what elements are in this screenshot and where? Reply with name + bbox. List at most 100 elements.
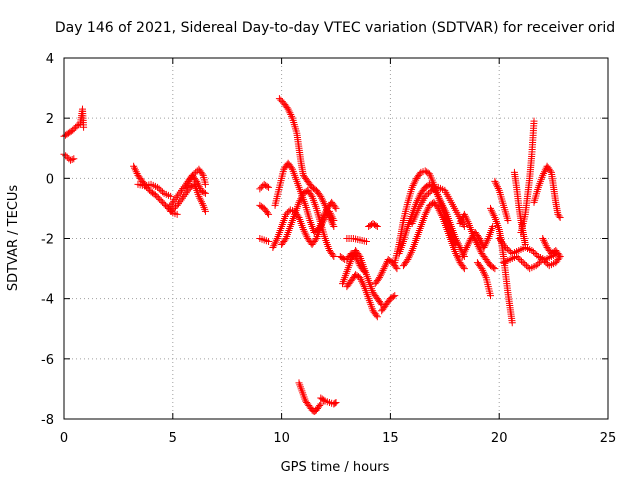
data-point <box>482 240 490 248</box>
data-point <box>489 264 497 272</box>
data-point <box>489 222 497 230</box>
data-point <box>380 265 388 273</box>
data-point <box>508 319 516 327</box>
data-point <box>524 263 532 271</box>
data-point <box>80 123 88 131</box>
data-point <box>378 268 386 276</box>
data-point <box>500 242 508 250</box>
y-tick-label: 2 <box>46 112 54 127</box>
data-point <box>341 256 349 264</box>
data-point <box>188 171 196 179</box>
data-point <box>533 251 541 259</box>
data-point <box>317 400 325 408</box>
data-point <box>319 198 327 206</box>
data-point <box>411 178 419 186</box>
data-point <box>160 200 168 208</box>
data-point <box>436 196 444 204</box>
data-point <box>422 209 430 217</box>
data-point <box>154 183 162 191</box>
data-point <box>200 188 208 196</box>
x-tick-label: 15 <box>382 431 399 446</box>
data-point <box>287 164 295 172</box>
data-point <box>157 186 165 194</box>
y-tick-label: 4 <box>46 52 54 67</box>
data-point <box>73 122 81 130</box>
data-point <box>174 192 182 200</box>
data-point <box>407 248 415 256</box>
data-point <box>354 258 362 266</box>
data-point <box>294 212 302 220</box>
data-point <box>534 260 542 268</box>
data-point <box>505 247 513 255</box>
chart-title: Day 146 of 2021, Sidereal Day-to-day VTE… <box>55 20 615 36</box>
data-point <box>172 203 180 211</box>
data-point <box>196 194 204 202</box>
data-point <box>168 199 176 207</box>
data-point <box>259 182 267 190</box>
data-point <box>130 162 138 170</box>
data-point <box>516 256 524 264</box>
y-tick-label: -4 <box>41 293 54 308</box>
data-points <box>60 95 564 415</box>
data-point <box>481 272 489 280</box>
data-point <box>463 244 471 252</box>
data-point <box>476 246 484 254</box>
data-point <box>284 105 292 113</box>
data-point <box>269 244 277 252</box>
data-point <box>339 255 347 263</box>
data-point <box>270 242 278 250</box>
data-point <box>464 240 472 248</box>
data-point <box>424 205 432 213</box>
data-point <box>389 293 397 301</box>
data-point <box>376 274 384 282</box>
data-point <box>357 275 365 283</box>
data-point <box>176 198 184 206</box>
data-point <box>461 212 469 220</box>
data-point <box>377 299 385 307</box>
data-point <box>544 260 552 268</box>
data-point <box>275 95 283 103</box>
data-point <box>286 109 294 117</box>
data-point <box>318 194 326 202</box>
data-point <box>480 270 488 278</box>
data-point <box>415 193 423 201</box>
data-point <box>421 192 429 200</box>
data-point <box>540 236 548 244</box>
data-point <box>486 204 494 212</box>
data-point <box>155 185 163 193</box>
data-point <box>332 204 340 212</box>
data-point <box>453 236 461 244</box>
data-point <box>514 254 522 262</box>
data-point <box>159 198 167 206</box>
data-point <box>435 206 443 214</box>
data-point <box>459 263 467 271</box>
data-point <box>154 194 162 202</box>
data-point <box>460 210 468 218</box>
x-tick-label: 25 <box>600 431 617 446</box>
data-point <box>153 192 161 200</box>
data-point <box>507 248 515 256</box>
data-point <box>421 210 429 218</box>
data-point <box>298 193 306 201</box>
y-axis-label: SDTVAR / TECUs <box>6 185 21 292</box>
data-point <box>331 399 339 407</box>
data-point <box>377 270 385 278</box>
data-point <box>453 238 461 246</box>
data-point <box>535 259 543 267</box>
data-point <box>495 235 503 242</box>
data-point <box>473 241 481 249</box>
data-point <box>410 180 418 188</box>
data-point <box>381 263 389 271</box>
data-point <box>201 189 209 197</box>
data-point <box>453 251 461 259</box>
data-point <box>272 236 280 244</box>
data-point <box>414 195 422 203</box>
data-point <box>175 190 183 198</box>
data-point <box>180 192 188 200</box>
data-point <box>531 250 539 258</box>
data-point <box>555 251 563 259</box>
data-point <box>332 398 340 406</box>
data-point <box>190 170 198 178</box>
data-point <box>132 168 140 176</box>
